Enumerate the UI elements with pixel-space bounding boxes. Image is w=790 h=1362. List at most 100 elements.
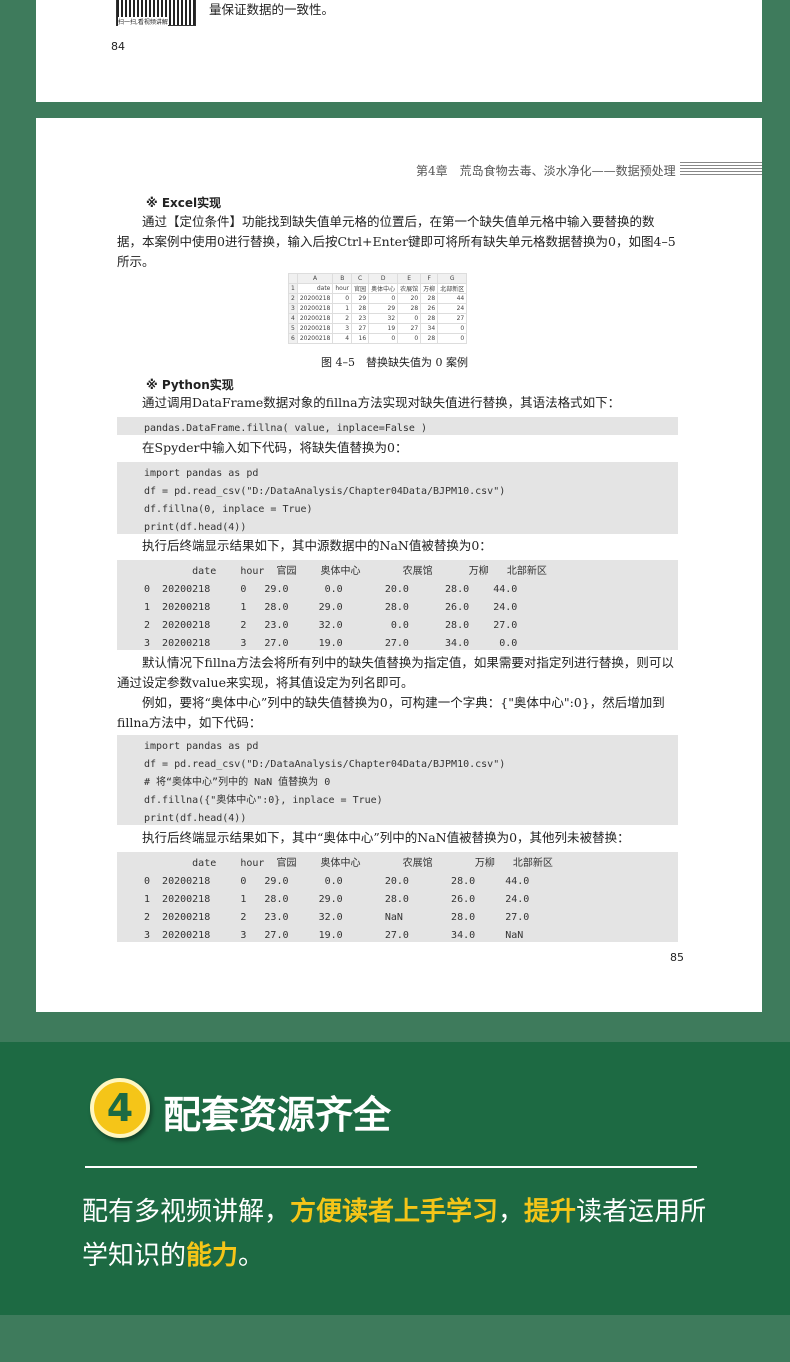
output-block: date hour 官园 奥体中心 农展馆 万柳 北部新区 0 20200218… bbox=[117, 560, 678, 650]
excel-cell[interactable]: B bbox=[332, 273, 353, 284]
excel-row: 2 20200218 0 29 0 20 28 44 bbox=[288, 293, 468, 304]
excel-cell[interactable]: 28 bbox=[397, 303, 422, 314]
excel-cell[interactable]: D bbox=[368, 273, 399, 284]
page-84: 扫一扫,看视频讲解 量保证数据的一致性。 84 bbox=[36, 0, 762, 102]
excel-paragraph: 通过【定位条件】功能找到缺失值单元格的位置后，在第一个缺失值单元格中输入要替换的… bbox=[117, 214, 676, 269]
excel-cell[interactable]: date bbox=[296, 283, 334, 294]
excel-cell[interactable]: 3 bbox=[288, 303, 298, 314]
bottom-strip bbox=[0, 1340, 790, 1362]
excel-cell[interactable]: 32 bbox=[368, 313, 399, 324]
desc-text: ， bbox=[498, 1197, 525, 1227]
desc-text: 读者运用所学知识的 bbox=[82, 1197, 707, 1271]
excel-row: 5 20200218 3 27 19 27 34 0 bbox=[288, 323, 468, 334]
excel-cell[interactable]: 23 bbox=[351, 313, 370, 324]
excel-cell[interactable]: 20200218 bbox=[296, 303, 334, 314]
excel-cell[interactable]: 16 bbox=[351, 333, 370, 344]
excel-cell[interactable]: 27 bbox=[351, 323, 370, 334]
excel-cell[interactable]: 24 bbox=[437, 303, 468, 314]
excel-cell[interactable]: 0 bbox=[368, 293, 399, 304]
excel-row: 3 20200218 1 28 29 28 26 24 bbox=[288, 303, 468, 314]
excel-cell[interactable]: C bbox=[351, 273, 370, 284]
excel-cell[interactable]: 20200218 bbox=[296, 333, 334, 344]
excel-table: A B C D E F G 1 date hour 官园 奥体中心 农展馆 万柳 北部新区 2 20200218… bbox=[288, 273, 468, 344]
paragraph: 例如，要将“奥体中心”列中的缺失值替换为0，可构建一个字典：{"奥体中心":0}… bbox=[117, 695, 665, 730]
excel-cell[interactable]: 0 bbox=[437, 333, 468, 344]
excel-cell[interactable]: 2 bbox=[288, 293, 298, 304]
excel-cell[interactable]: F bbox=[420, 273, 439, 284]
excel-cell[interactable]: 5 bbox=[288, 323, 298, 334]
excel-cell[interactable]: 26 bbox=[420, 303, 439, 314]
excel-cell[interactable]: 万柳 bbox=[420, 283, 439, 294]
excel-cell[interactable]: 27 bbox=[397, 323, 422, 334]
excel-heading: ※ Excel实现 bbox=[146, 196, 222, 210]
excel-cell[interactable]: G bbox=[437, 273, 468, 284]
excel-cell[interactable]: 34 bbox=[420, 323, 439, 334]
desc-highlight: 方便读者上手学习 bbox=[290, 1197, 499, 1227]
excel-cell[interactable]: 2 bbox=[332, 313, 353, 324]
excel-cell[interactable]: 0 bbox=[368, 333, 399, 344]
desc-text: 配有多视频讲解， bbox=[82, 1197, 291, 1227]
scan-caption: 扫一扫,看视频讲解 bbox=[118, 17, 168, 26]
page-number: 85 bbox=[670, 951, 684, 964]
excel-cell[interactable]: hour bbox=[332, 283, 353, 294]
excel-cell[interactable]: E bbox=[397, 273, 422, 284]
excel-cell[interactable]: 北部新区 bbox=[437, 283, 468, 294]
desc-highlight: 提升 bbox=[524, 1197, 577, 1227]
excel-cell[interactable]: 3 bbox=[332, 323, 353, 334]
excel-cell[interactable]: 20 bbox=[397, 293, 422, 304]
excel-cell[interactable]: 4 bbox=[332, 333, 353, 344]
chapter-header: 第4章 荒岛食物去毒、淡水净化——数据预处理 bbox=[416, 164, 676, 178]
excel-cell[interactable]: A bbox=[296, 273, 334, 284]
excel-cell[interactable]: 28 bbox=[420, 293, 439, 304]
header-rule bbox=[680, 162, 762, 176]
excel-cell[interactable]: 20200218 bbox=[296, 313, 334, 324]
divider bbox=[85, 1166, 697, 1168]
feature-banner: 4 配套资源齐全 配有多视频讲解，方便读者上手学习，提升读者运用所学知识的能力。 bbox=[0, 1042, 790, 1315]
excel-row: 1 date hour 官园 奥体中心 农展馆 万柳 北部新区 bbox=[288, 283, 468, 294]
excel-cell[interactable] bbox=[288, 273, 298, 284]
number-badge: 4 bbox=[90, 1078, 150, 1138]
excel-cell[interactable]: 0 bbox=[437, 323, 468, 334]
excel-cell[interactable]: 0 bbox=[397, 333, 422, 344]
excel-cell[interactable]: 27 bbox=[437, 313, 468, 324]
excel-cell[interactable]: 19 bbox=[368, 323, 399, 334]
paragraph: 执行后终端显示结果如下，其中“奥体中心”列中的NaN值被替换为0，其他列未被替换… bbox=[142, 830, 630, 845]
paragraph: 通过调用DataFrame数据对象的fillna方法实现对缺失值进行替换，其语法… bbox=[142, 395, 621, 410]
excel-cell[interactable]: 44 bbox=[437, 293, 468, 304]
page-85: 第4章 荒岛食物去毒、淡水净化——数据预处理 ※ Excel实现 通过【定位条件… bbox=[36, 118, 762, 1012]
figure-caption: 图 4–5 替换缺失值为 0 案例 bbox=[321, 356, 468, 369]
paragraph: 执行后终端显示结果如下，其中源数据中的NaN值被替换为0： bbox=[142, 538, 492, 553]
output-block: date hour 官园 奥体中心 农展馆 万柳 北部新区 0 20200218… bbox=[117, 852, 678, 942]
text: 量保证数据的一致性。 bbox=[209, 2, 335, 17]
desc-text: 。 bbox=[238, 1241, 265, 1271]
excel-cell[interactable]: 6 bbox=[288, 333, 298, 344]
paragraph: 默认情况下fillna方法会将所有列中的缺失值替换为指定值，如果需要对指定列进行… bbox=[117, 655, 674, 690]
excel-cell[interactable]: 1 bbox=[288, 283, 298, 294]
excel-row: 6 20200218 4 16 0 0 28 0 bbox=[288, 333, 468, 344]
excel-cell[interactable]: 4 bbox=[288, 313, 298, 324]
paragraph: 在Spyder中输入如下代码，将缺失值替换为0： bbox=[142, 440, 408, 455]
excel-cell[interactable]: 0 bbox=[332, 293, 353, 304]
desc-highlight: 能力 bbox=[186, 1241, 239, 1271]
excel-cell[interactable]: 官园 bbox=[351, 283, 370, 294]
excel-figure: A B C D E F G 1 date hour 官园 奥体中心 农展馆 万柳 北部新区 2 20200218… bbox=[288, 273, 468, 344]
excel-cell[interactable]: 1 bbox=[332, 303, 353, 314]
excel-cell[interactable]: 农展馆 bbox=[397, 283, 422, 294]
excel-cell[interactable]: 28 bbox=[351, 303, 370, 314]
excel-cell[interactable]: 28 bbox=[420, 313, 439, 324]
excel-cell[interactable]: 0 bbox=[397, 313, 422, 324]
excel-cell[interactable]: 28 bbox=[420, 333, 439, 344]
excel-cell[interactable]: 奥体中心 bbox=[368, 283, 399, 294]
excel-cell[interactable]: 29 bbox=[368, 303, 399, 314]
feature-title: 配套资源齐全 bbox=[163, 1084, 391, 1139]
excel-cell[interactable]: 20200218 bbox=[296, 293, 334, 304]
excel-cell[interactable]: 29 bbox=[351, 293, 370, 304]
excel-cell[interactable]: 20200218 bbox=[296, 323, 334, 334]
feature-description: 配有多视频讲解，方便读者上手学习，提升读者运用所学知识的能力。 bbox=[82, 1190, 722, 1278]
code-block: import pandas as pd df = pd.read_csv("D:… bbox=[117, 735, 678, 825]
code-block: import pandas as pd df = pd.read_csv("D:… bbox=[117, 462, 678, 534]
code-syntax: pandas.DataFrame.fillna( value, inplace=… bbox=[117, 417, 678, 435]
title-text: 配套资源齐全 bbox=[163, 1093, 392, 1137]
page-number: 84 bbox=[111, 40, 125, 53]
